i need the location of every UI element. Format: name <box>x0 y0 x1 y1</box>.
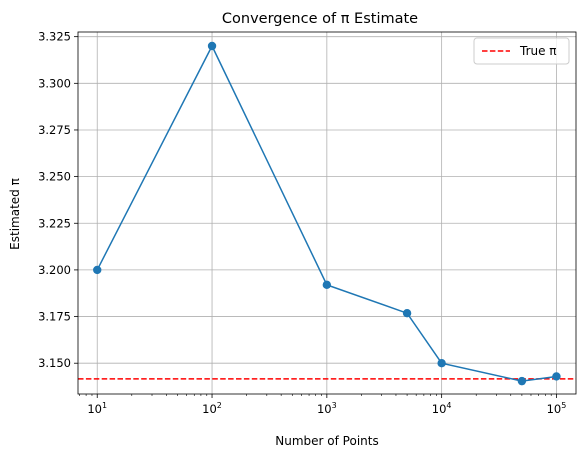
y-tick-label: 3.275 <box>38 123 71 137</box>
x-axis-label: Number of Points <box>275 434 378 448</box>
x-tick-exponent: 5 <box>561 401 566 410</box>
y-tick-label: 3.325 <box>38 30 71 44</box>
x-tick-label: 101 <box>87 401 107 416</box>
estimate-point <box>322 280 332 290</box>
x-tick-label: 102 <box>202 401 222 416</box>
estimate-point <box>402 309 412 318</box>
y-tick-label: 3.150 <box>38 356 71 370</box>
x-tick-base: 10 <box>432 402 447 416</box>
x-tick-label: 105 <box>547 401 567 416</box>
y-tick-label: 3.300 <box>38 76 71 90</box>
estimate-point <box>207 41 217 51</box>
y-tick-label: 3.225 <box>38 216 71 230</box>
estimate-point <box>552 372 561 381</box>
y-axis-ticks: 3.150 3.175 3.200 3.225 3.250 3.275 3.300 3.325 <box>38 30 78 370</box>
series <box>93 41 561 386</box>
y-tick-label: 3.175 <box>38 310 71 324</box>
x-tick-base: 10 <box>202 402 217 416</box>
y-axis-label: Estimated π <box>8 178 22 250</box>
chart-title: Convergence of π Estimate <box>222 11 418 27</box>
x-tick-base: 10 <box>87 402 102 416</box>
legend-box <box>473 37 570 65</box>
y-tick-label: 3.250 <box>38 170 71 184</box>
legend-label: True π <box>519 44 557 58</box>
x-tick-label: 104 <box>432 401 452 416</box>
x-tick-exponent: 1 <box>102 401 107 410</box>
estimate-point <box>437 359 446 368</box>
x-tick-base: 10 <box>547 402 562 416</box>
x-tick-exponent: 2 <box>217 401 222 410</box>
x-tick-label: 103 <box>317 401 337 416</box>
grid <box>78 32 576 394</box>
estimate-point <box>93 265 102 275</box>
y-tick-label: 3.200 <box>38 263 71 277</box>
estimate-point <box>517 376 527 386</box>
x-tick-exponent: 4 <box>446 401 451 410</box>
x-tick-exponent: 3 <box>332 401 337 410</box>
x-axis-ticks: 101 102 103 104 105 <box>79 394 566 416</box>
legend: True π <box>473 37 570 65</box>
x-tick-base: 10 <box>317 402 332 416</box>
